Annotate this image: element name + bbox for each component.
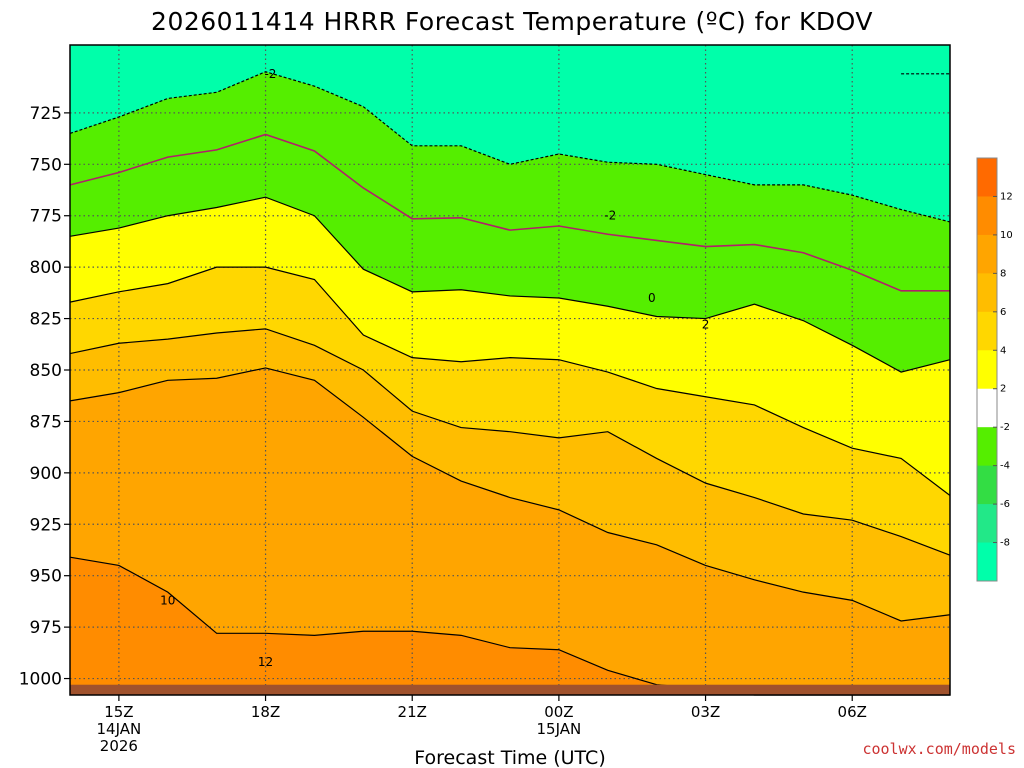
colorbar-tick-label: -2 (1000, 422, 1010, 433)
ground-surface (70, 684, 950, 695)
colorbar-tick-label: -6 (1000, 499, 1010, 510)
x-tick-label: 14JAN (97, 720, 142, 738)
y-tick-label: 950 (30, 567, 62, 587)
colorbar: 12 10 8 6 4 2 -2 -4 -6 -8 (976, 157, 1013, 582)
credit-link[interactable]: coolwx.com/models (862, 740, 1016, 758)
contour-line-6 (69, 328, 951, 556)
gridlines (70, 45, 950, 695)
contour-label: 0 (648, 291, 656, 305)
colorbar-bin (977, 542, 997, 582)
y-tick-label: 800 (30, 258, 62, 278)
colorbar-tick-label: 2 (1000, 384, 1006, 395)
x-tick-label: 21Z (398, 703, 427, 721)
colorbar-tick-label: 10 (1000, 230, 1013, 241)
colorbar-bin (977, 388, 997, 428)
colorbar-bin (977, 465, 997, 505)
x-tick-label: 15Z (104, 703, 133, 721)
y-tick-label: 850 (30, 361, 62, 381)
colorbar-bin (977, 158, 997, 197)
colorbar-bin (977, 350, 997, 390)
contour-line-4 (69, 266, 951, 496)
chart-title: 2026011414 HRRR Forecast Temperature (ºC… (151, 7, 873, 36)
contour-label: 10 (160, 593, 175, 607)
colorbar-bin (977, 196, 997, 236)
y-tick-label: 725 (30, 104, 62, 124)
colorbar-tick-label: 4 (1000, 345, 1006, 356)
colorbar-tick-label: -8 (1000, 538, 1010, 549)
colorbar-bin (977, 504, 997, 544)
colorbar-bin (977, 273, 997, 313)
contour-label: -2 (264, 67, 276, 81)
x-tick-label: 00Z (544, 703, 573, 721)
contour-label: 12 (258, 655, 273, 669)
y-tick-label: 925 (30, 515, 62, 535)
colorbar-frame (976, 157, 998, 582)
y-tick-label: 1000 (19, 670, 62, 690)
contour-line-8 (69, 367, 951, 622)
contour-line--2 (69, 71, 951, 223)
y-tick-label: 750 (30, 155, 62, 175)
y-tick-label: 900 (30, 464, 62, 484)
zero-degree-line (69, 133, 950, 292)
y-tick-label: 875 (30, 412, 62, 432)
x-tick-label: 2026 (100, 737, 138, 755)
y-tick-label: 825 (30, 310, 62, 330)
fill-above-10 (70, 557, 950, 695)
colorbar-tick-label: -4 (1000, 461, 1010, 472)
y-axis-ticks: 725 750 775 800 825 850 875 900 925 950 975 1000 (19, 104, 70, 690)
x-axis-title: Forecast Time (UTC) (414, 747, 605, 768)
colorbar-tick-label: 12 (1000, 191, 1013, 202)
y-tick-label: 975 (30, 618, 62, 638)
contour-label: 2 (702, 318, 710, 332)
y-tick-label: 775 (30, 207, 62, 227)
x-tick-label: 15JAN (537, 720, 582, 738)
colorbar-bin (977, 427, 997, 467)
colorbar-tick-label: 6 (1000, 307, 1006, 318)
ground-strip (70, 684, 950, 695)
x-tick-label: 18Z (251, 703, 280, 721)
x-tick-label: 03Z (691, 703, 720, 721)
contour-label: -2 (604, 209, 616, 223)
colorbar-bin (977, 234, 997, 274)
contour-line-2 (69, 196, 951, 373)
x-tick-label: 06Z (838, 703, 867, 721)
fill-above-8 (70, 367, 950, 695)
colorbar-bin (977, 311, 997, 351)
colorbar-tick-label: 8 (1000, 268, 1006, 279)
contour-labels: -2 -2 0 2 10 12 (160, 67, 709, 669)
